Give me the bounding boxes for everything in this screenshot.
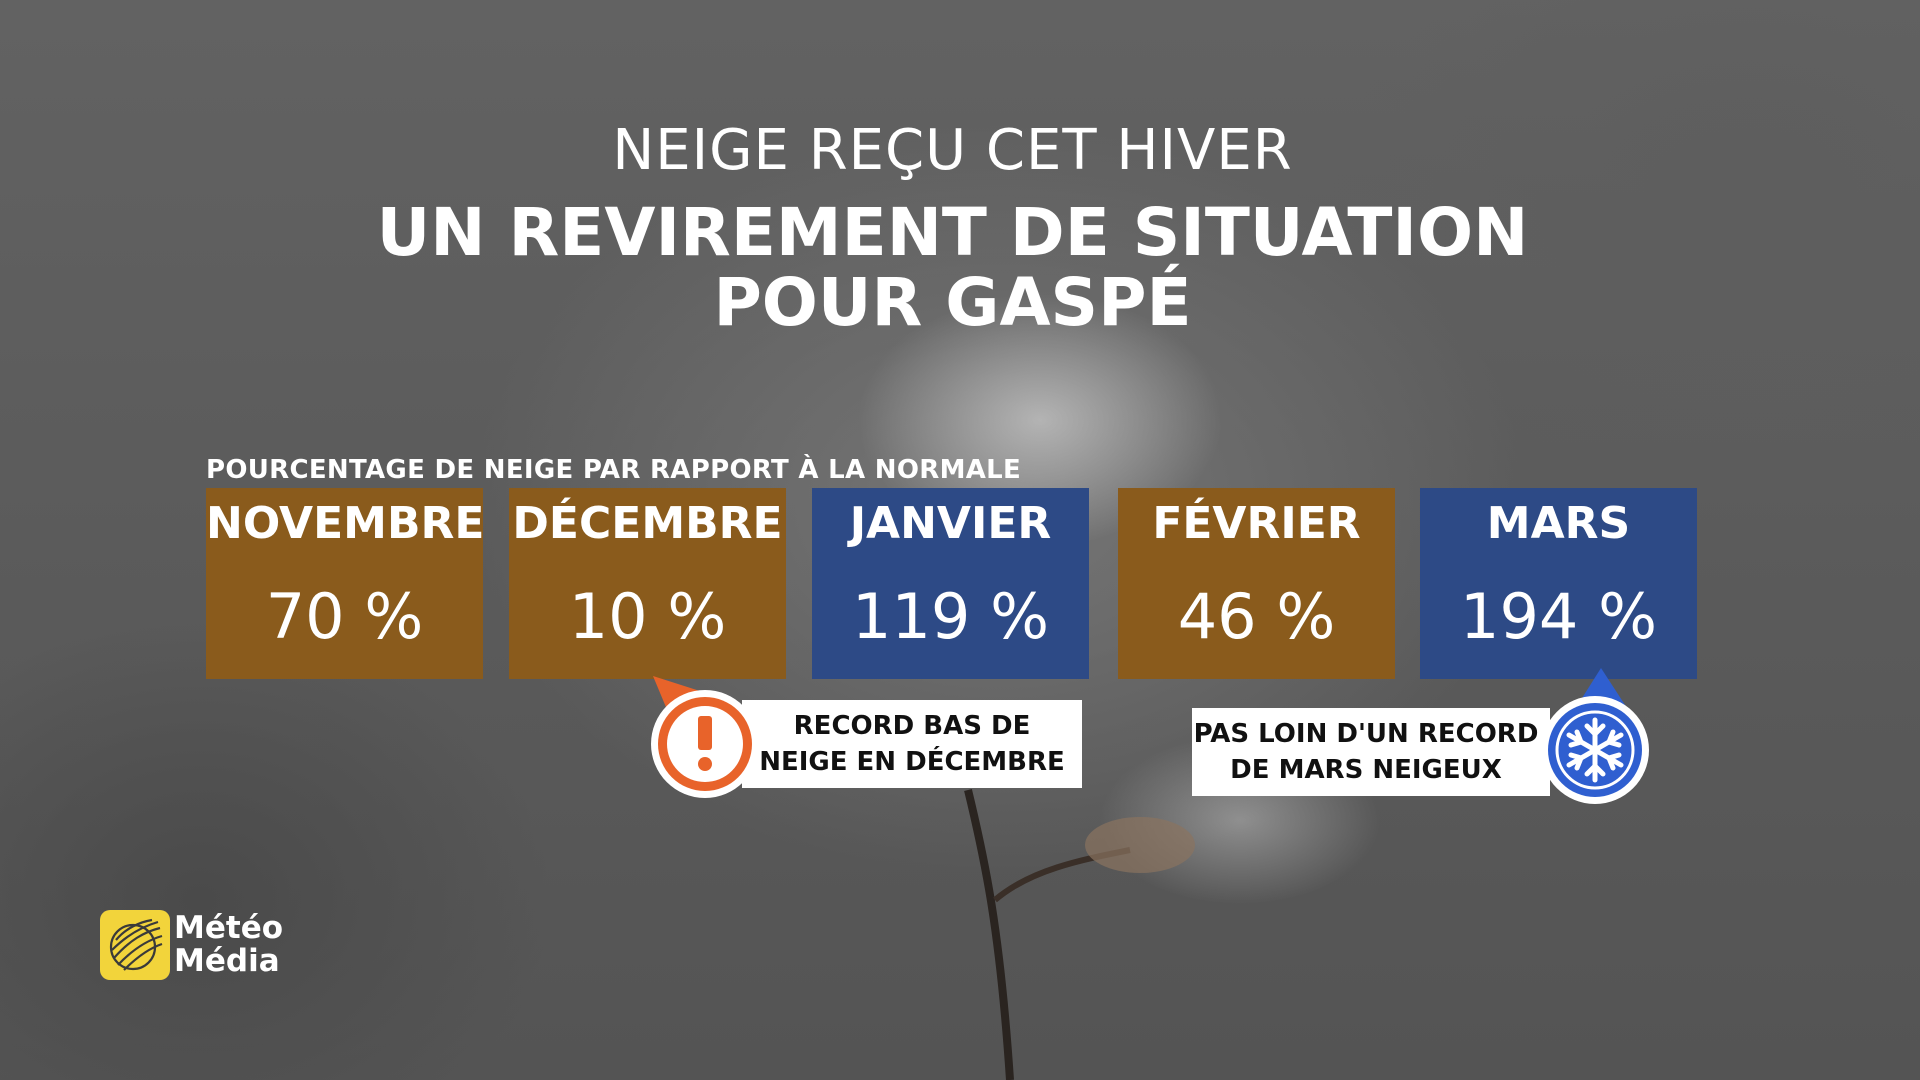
chart-subtitle: POURCENTAGE DE NEIGE PAR RAPPORT À LA NO… [206,455,1022,485]
month-card-janvier: JANVIER 119 % [812,488,1089,679]
callout-march-line2: DE MARS NEIGEUX [1230,755,1502,785]
callout-december-line2: NEIGE EN DÉCEMBRE [759,747,1065,777]
month-card-fevrier: FÉVRIER 46 % [1118,488,1395,679]
month-label: FÉVRIER [1152,498,1361,549]
headline-large: UN REVIREMENT DE SITUATION POUR GASPÉ [0,198,1905,338]
month-label: MARS [1486,498,1631,549]
exclamation-icon [651,676,759,798]
month-label: NOVEMBRE [206,498,485,549]
month-card-decembre: DÉCEMBRE 10 % [509,488,786,679]
month-card-novembre: NOVEMBRE 70 % [206,488,485,679]
callout-december-line1: RECORD BAS DE [793,711,1031,741]
month-value: 70 % [265,580,424,653]
month-value: 119 % [852,580,1049,653]
month-value: 46 % [1177,580,1336,653]
callout-december: RECORD BAS DE NEIGE EN DÉCEMBRE [742,700,1082,788]
headline-small: NEIGE REÇU CET HIVER [612,118,1293,183]
month-label: DÉCEMBRE [512,498,783,549]
snowflake-icon [1541,668,1649,804]
month-value: 10 % [568,580,727,653]
logo-line2: Média [174,943,280,979]
logo-line1: Météo [174,910,284,946]
callout-march-line1: PAS LOIN D'UN RECORD [1193,719,1539,749]
callout-march: PAS LOIN D'UN RECORD DE MARS NEIGEUX [1192,708,1550,796]
meteomedia-logo-text: Météo Média [174,912,283,978]
month-label: JANVIER [849,498,1052,549]
month-card-mars: MARS 194 % [1420,488,1697,679]
month-value: 194 % [1460,580,1657,653]
headline-large-line1: UN REVIREMENT DE SITUATION [376,194,1529,271]
headline-large-line2: POUR GASPÉ [713,264,1192,341]
meteomedia-logo-icon [100,910,170,980]
